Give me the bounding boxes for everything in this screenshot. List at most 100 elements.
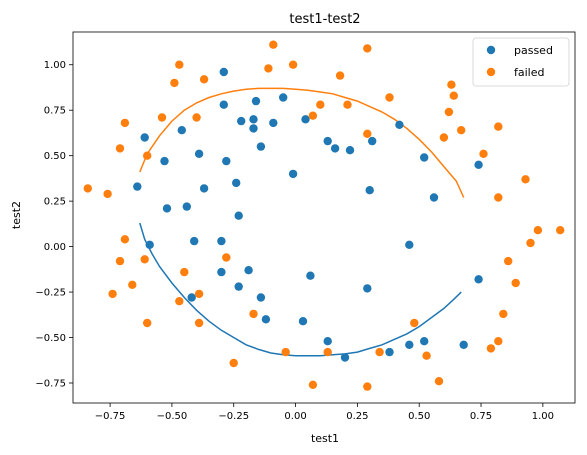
passed-point [345, 146, 355, 155]
failed-point [128, 280, 137, 289]
passed-point [219, 100, 228, 109]
passed-point [145, 240, 154, 249]
failed-point [281, 347, 290, 357]
legend: passed failed [472, 37, 570, 87]
y-tick-label: 0.50 [44, 151, 66, 162]
y-axis-label: test2 [10, 201, 23, 229]
passed-point [365, 186, 374, 195]
passed-point [199, 184, 209, 193]
legend-label-passed: passed [514, 44, 553, 57]
passed-point [261, 315, 271, 324]
failed-point [494, 122, 503, 131]
failed-point [157, 113, 167, 122]
x-tick-label: 1.00 [532, 411, 554, 422]
passed-point [177, 126, 186, 135]
failed-point [120, 235, 130, 244]
passed-point [474, 275, 483, 284]
failed-point [120, 118, 130, 128]
passed-point [395, 120, 404, 129]
failed-point [363, 382, 372, 391]
failed-point [103, 189, 112, 199]
passed-point [301, 115, 310, 124]
failed-point [479, 149, 488, 158]
passed-point [330, 144, 340, 153]
failed-point [494, 193, 503, 202]
failed-point [288, 60, 298, 69]
failed-point [175, 60, 184, 69]
failed-point [316, 100, 325, 109]
plot-frame [72, 31, 576, 404]
passed-point [385, 347, 394, 357]
passed-point [222, 156, 231, 166]
passed-point [323, 337, 332, 346]
legend-marker-passed [486, 45, 496, 55]
x-tick-label: −0.25 [218, 411, 249, 422]
passed-point [363, 284, 372, 293]
legend-box [472, 37, 570, 87]
passed-point [251, 96, 261, 106]
passed-point [420, 153, 429, 162]
failed-point [115, 144, 125, 153]
failed-point [504, 256, 513, 266]
passed-point [298, 317, 308, 326]
failed-point [335, 71, 345, 80]
passed-point [140, 133, 149, 142]
passed-point [234, 282, 243, 291]
plot-area [83, 40, 565, 391]
y-tick-label: 0.75 [44, 106, 66, 117]
failed-point [308, 380, 318, 389]
failed-point [499, 309, 508, 319]
failed-point [115, 256, 125, 266]
failed-point [363, 44, 372, 53]
failed-point [556, 226, 565, 235]
legend-marker-failed [486, 67, 496, 77]
passed-point [232, 178, 241, 188]
failed-point [194, 289, 204, 299]
failed-point [449, 91, 458, 100]
passed-point [269, 118, 278, 128]
failed-point [170, 78, 179, 88]
decision-boundary-curve [139, 87, 465, 198]
x-tick-label: 0.00 [284, 411, 306, 422]
failed-point [222, 253, 231, 262]
passed-point [368, 136, 377, 146]
passed-point [306, 271, 315, 280]
x-tick-label: 0.75 [470, 411, 492, 422]
failed-point [143, 318, 152, 328]
failed-point [343, 100, 352, 109]
passed-point [420, 337, 429, 346]
chart-title: test1-test2 [289, 12, 360, 27]
failed-point [249, 309, 258, 319]
failed-point [410, 318, 419, 328]
passed-point [190, 236, 199, 246]
failed-point [434, 377, 444, 386]
failed-point [526, 238, 535, 248]
failed-point [180, 267, 189, 277]
y-tick-label: 0.25 [44, 197, 66, 208]
decision-boundary-curve [139, 222, 462, 357]
failed-point [140, 255, 149, 264]
passed-point [405, 240, 414, 249]
passed-point [237, 116, 246, 126]
y-tick-label: 1.00 [44, 60, 66, 71]
passed-point [234, 211, 243, 220]
failed-point [323, 347, 332, 357]
passed-point [323, 136, 332, 146]
x-tick-label: −0.75 [95, 411, 126, 422]
failed-point [108, 289, 117, 299]
passed-point [160, 156, 169, 166]
x-tick-label: 0.50 [408, 411, 430, 422]
failed-point [385, 93, 394, 102]
failed-point [264, 64, 273, 73]
failed-point [422, 351, 431, 360]
failed-point [457, 126, 466, 135]
passed-point [249, 115, 258, 124]
y-tick-label: −0.25 [35, 288, 66, 299]
failed-point [229, 358, 238, 368]
failed-point [194, 318, 204, 328]
passed-point [219, 67, 228, 77]
passed-point [182, 202, 191, 211]
passed-point [244, 266, 253, 275]
failed-point [143, 151, 152, 160]
